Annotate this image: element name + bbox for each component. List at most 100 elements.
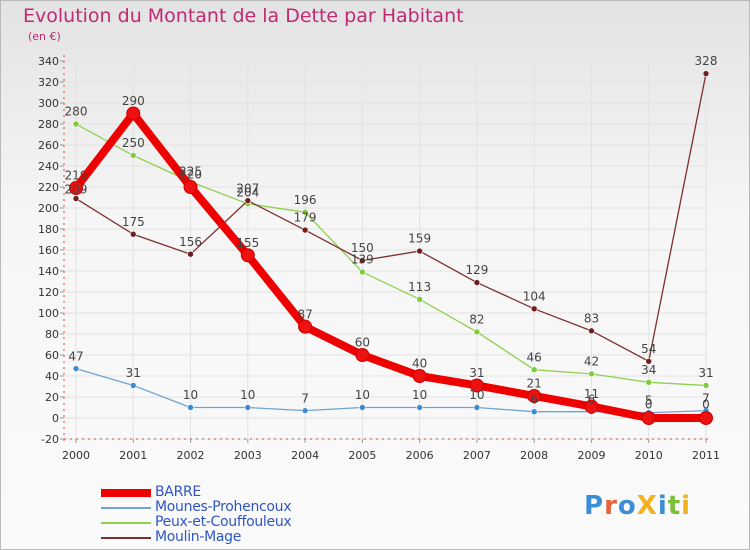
series-point bbox=[183, 180, 198, 194]
data-label: 87 bbox=[297, 307, 312, 321]
x-tick-label: 2009 bbox=[577, 449, 605, 462]
logo-letter: t bbox=[667, 491, 682, 521]
data-label: 7 bbox=[301, 391, 309, 405]
series-point bbox=[588, 327, 595, 335]
legend-swatch bbox=[101, 522, 151, 524]
series-line bbox=[72, 109, 710, 422]
series-point bbox=[530, 408, 538, 416]
x-tick-label: 2007 bbox=[463, 449, 491, 462]
data-label: 220 bbox=[179, 168, 202, 182]
series-point bbox=[359, 257, 366, 264]
x-tick-label: 2004 bbox=[291, 449, 319, 462]
legend-label: Mounes-Prohencoux bbox=[155, 499, 292, 515]
data-label: 225 bbox=[179, 164, 202, 178]
data-label: 46 bbox=[527, 350, 542, 364]
series-point bbox=[244, 404, 252, 411]
x-tick-label: 2002 bbox=[177, 449, 205, 462]
legend-swatch bbox=[101, 489, 151, 497]
data-label: 34 bbox=[641, 363, 656, 377]
x-tick-label: 2011 bbox=[692, 449, 720, 462]
series-point bbox=[72, 120, 80, 128]
y-tick-label: 40 bbox=[45, 370, 59, 383]
series-point bbox=[129, 230, 137, 238]
data-label: 54 bbox=[641, 342, 656, 356]
x-tick-label: 2010 bbox=[635, 449, 663, 462]
y-tick-label: 340 bbox=[38, 55, 59, 68]
x-tick-label: 2001 bbox=[119, 449, 147, 462]
logo-letter: r bbox=[604, 491, 618, 521]
data-label: 47 bbox=[68, 349, 83, 363]
data-label: 31 bbox=[126, 366, 141, 380]
data-label: 11 bbox=[584, 387, 599, 401]
proxiti-logo: ProXiti bbox=[584, 491, 691, 521]
series-point bbox=[473, 279, 481, 286]
y-tick-label: 140 bbox=[38, 265, 59, 278]
data-label: 250 bbox=[122, 136, 145, 150]
series-point bbox=[187, 404, 194, 411]
series-point bbox=[301, 208, 309, 216]
data-label: 31 bbox=[469, 366, 484, 380]
x-tick-label: 2005 bbox=[348, 449, 376, 462]
series-point bbox=[588, 370, 595, 378]
data-label: 10 bbox=[412, 388, 427, 402]
legend-label: Peux-et-Couffouleux bbox=[155, 514, 292, 530]
data-label: 150 bbox=[351, 241, 374, 255]
series-point bbox=[69, 181, 83, 196]
series-point bbox=[473, 404, 481, 411]
data-label: 83 bbox=[584, 311, 599, 325]
data-label: 113 bbox=[408, 280, 431, 294]
data-label: 129 bbox=[465, 263, 488, 277]
data-label: 219 bbox=[65, 169, 88, 183]
y-tick-label: 320 bbox=[38, 76, 59, 89]
logo-letter: o bbox=[617, 491, 637, 521]
series-line bbox=[75, 367, 707, 414]
y-tick-label: 200 bbox=[38, 202, 59, 215]
data-label: 10 bbox=[355, 388, 370, 402]
series-point bbox=[530, 366, 538, 374]
y-tick-label: 60 bbox=[45, 349, 59, 362]
series-point bbox=[530, 305, 538, 313]
legend-swatch bbox=[101, 507, 151, 509]
series-point bbox=[473, 328, 481, 336]
data-label: 155 bbox=[236, 236, 259, 250]
series-point bbox=[527, 388, 542, 403]
logo-letter: P bbox=[584, 491, 605, 521]
data-label: 159 bbox=[408, 232, 431, 246]
chart-subtitle: (en €) bbox=[28, 30, 61, 43]
data-label: 139 bbox=[351, 253, 374, 267]
data-label: 156 bbox=[179, 235, 202, 249]
data-label: 104 bbox=[523, 289, 546, 303]
data-label: 0 bbox=[702, 398, 710, 412]
series-point bbox=[301, 407, 309, 414]
series-line bbox=[75, 72, 707, 362]
series-point bbox=[645, 378, 653, 386]
series-point bbox=[416, 247, 423, 255]
data-label: 0 bbox=[645, 398, 653, 412]
y-tick-label: 220 bbox=[38, 181, 59, 194]
data-label: 40 bbox=[412, 357, 427, 371]
series-point bbox=[126, 106, 141, 121]
series-point bbox=[355, 348, 370, 362]
data-label: 10 bbox=[240, 388, 255, 402]
series-point bbox=[584, 399, 599, 414]
data-label: 209 bbox=[65, 182, 88, 196]
series-point bbox=[416, 296, 423, 303]
grid bbox=[64, 60, 708, 440]
y-tick-label: -20 bbox=[41, 433, 59, 446]
series-point bbox=[129, 152, 137, 159]
series-point bbox=[645, 357, 653, 365]
logo-letter: i bbox=[657, 491, 668, 521]
series-point bbox=[641, 411, 656, 425]
series-point bbox=[72, 195, 80, 202]
data-label: 280 bbox=[65, 105, 88, 119]
y-tick-label: 20 bbox=[45, 391, 59, 404]
series-point bbox=[702, 382, 710, 389]
series-point bbox=[72, 365, 80, 372]
data-label: 179 bbox=[294, 211, 317, 225]
y-tick-label: 300 bbox=[38, 97, 59, 110]
series-point bbox=[359, 268, 366, 276]
series-point bbox=[412, 369, 427, 383]
